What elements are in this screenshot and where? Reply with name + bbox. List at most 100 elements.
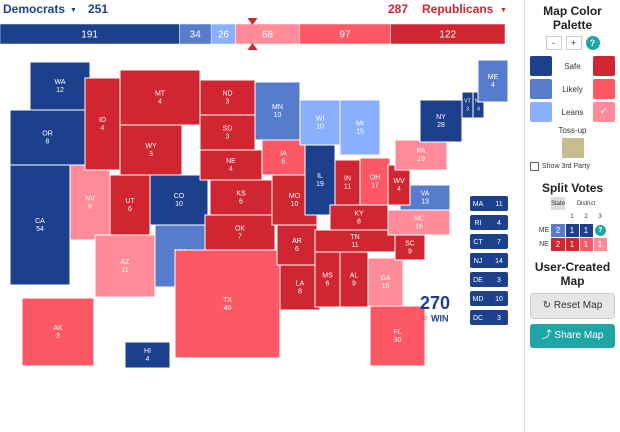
state [261,139,306,176]
state-ev: 6 [88,203,92,210]
state-ev: 28 [437,122,445,129]
split-cell[interactable]: 1 [592,237,608,252]
small-state-ev: 10 [495,296,503,303]
state-abbr: AR [292,238,302,245]
state-abbr: FL [393,329,401,336]
dem-swatch[interactable] [530,79,552,99]
state-ev: 3 [226,133,230,140]
split-cell[interactable]: 1 [578,223,594,238]
split-cell[interactable]: 1 [578,237,594,252]
state-ev: 11 [121,267,128,274]
state-abbr: SD [223,125,233,132]
state [199,79,256,116]
reset-label: Reset Map [553,300,603,311]
state-abbr: NC [414,215,424,222]
state-ev: 10 [175,201,183,208]
blank [537,210,551,224]
blank [551,210,565,224]
state-abbr: IL [317,173,323,180]
state-abbr: ID [99,117,106,124]
state-ev: 16 [415,223,423,230]
third-party-label: Show 3rd Party [542,163,590,170]
help-icon[interactable]: ? [594,224,606,236]
state-ev: 9 [352,280,356,287]
state-ev: 11 [344,183,351,190]
state [394,234,426,261]
state-ev: 10 [291,201,299,208]
state [279,264,321,311]
split-cell[interactable]: 1 [564,223,580,238]
state-ev: 11 [351,242,358,249]
dem-swatch[interactable] [530,56,552,76]
state-abbr: WV [393,178,405,185]
state-ev: 8 [357,218,361,225]
state-abbr: TN [350,234,359,241]
state-abbr: MO [289,193,301,200]
state [199,114,256,151]
state [369,305,426,367]
rep-total: 287 [388,2,408,16]
reset-button[interactable]: ↻ Reset Map [530,293,615,319]
state-abbr: OR [42,130,53,137]
state-abbr: MN [272,104,283,111]
split-cell[interactable]: 2 [550,223,566,238]
state [367,257,404,307]
bar-label: 97 [339,30,351,41]
state [334,159,361,206]
state-abbr: IA [280,150,287,157]
state-abbr: AK [53,325,63,332]
state-ev: 4 [397,186,401,193]
small-state-box [470,196,508,211]
small-state-box [470,291,508,306]
blank [537,197,551,210]
district-header: District [576,200,596,207]
bar-label: 34 [190,30,202,41]
state-abbr: WY [145,143,157,150]
state [199,149,263,181]
rep-swatch[interactable] [593,56,615,76]
state-ev: 17 [371,182,379,189]
minus-button[interactable]: - [545,36,562,50]
split-row: ME 2 1 1? [537,223,607,238]
split-state: ME [538,227,550,234]
help-icon[interactable]: ? [585,36,600,50]
state [9,164,71,286]
state [339,99,381,156]
state-ev: 19 [417,156,425,163]
split-title: Split Votes [541,181,604,195]
state-abbr: ME [488,74,499,81]
bar-label: 68 [262,30,274,41]
plus-button[interactable]: + [565,36,582,50]
state-abbr: MS [322,272,333,279]
state-abbr: GA [380,275,390,282]
dem-total: 251 [88,2,108,16]
dem-caret: ▼ [70,7,77,14]
state-abbr: NV [85,195,95,202]
split-header: State District [537,197,607,210]
share-button[interactable]: ⤴ Share Map [530,324,615,348]
small-state-ev: 3 [497,315,501,322]
state [276,224,318,266]
split-cell[interactable]: 2 [550,237,566,252]
third-party[interactable]: Show 3rd Party [530,162,615,171]
rep-swatch[interactable] [592,79,615,99]
state-ev: 54 [36,226,44,233]
state-ev: 6 [282,158,286,165]
state-abbr: IN [344,175,351,182]
bar-segment [390,23,506,45]
logo-small: to [422,316,428,322]
dem-swatch[interactable] [530,102,552,122]
checkbox[interactable] [530,162,539,171]
bar-label: 191 [81,30,98,41]
split-cell[interactable]: 1 [564,237,580,252]
state-ev: 3 [149,151,153,158]
small-state-ev: 7 [497,239,501,246]
tossup-swatch[interactable] [561,138,584,158]
state [149,174,209,226]
state [209,179,273,216]
palette-row: Leans ✓ [530,102,615,122]
small-state-ev: 11 [495,201,502,208]
rep-swatch[interactable]: ✓ [592,102,615,122]
state-abbr: MI [356,120,364,127]
split-table: State District 1 2 3 ME 2 1 1? NE 2 1 1 1 [537,197,608,252]
